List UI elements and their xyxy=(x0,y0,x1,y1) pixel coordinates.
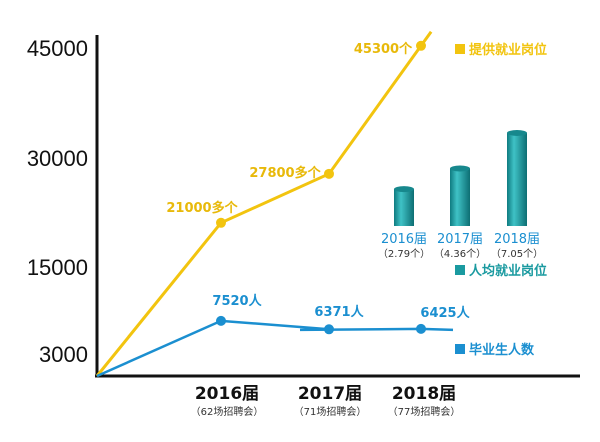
legend-label: 毕业生人数 xyxy=(469,342,535,358)
x-category-label: 2017届 xyxy=(298,384,362,404)
data-label: 27800多个 xyxy=(249,165,321,181)
y-tick-label: 45000 xyxy=(27,36,88,61)
series-line-graduates xyxy=(96,319,454,378)
y-tick-label: 3000 xyxy=(39,342,88,367)
jobs-point xyxy=(416,40,426,51)
data-label: 45300个 xyxy=(354,41,413,57)
y-tick-label: 30000 xyxy=(27,146,88,171)
graduates-point xyxy=(416,323,426,334)
graduates-point xyxy=(324,324,334,335)
data-label: 6425人 xyxy=(420,305,470,321)
jobs-point xyxy=(324,168,334,179)
bar-category-label: 2017届 xyxy=(437,232,483,247)
legend-swatch xyxy=(455,344,465,354)
bar xyxy=(450,168,470,226)
x-category-sub: （77场招聘会） xyxy=(388,405,461,418)
legend-swatch xyxy=(455,265,465,275)
bar xyxy=(507,132,527,226)
bar-value-label: （2.79个） xyxy=(378,248,430,260)
bar-top xyxy=(507,129,527,136)
jobs-point xyxy=(216,217,226,228)
bar-top xyxy=(450,165,470,172)
legend-label: 提供就业岗位 xyxy=(469,42,547,58)
data-label: 7520人 xyxy=(212,293,262,309)
x-category-label: 2018届 xyxy=(392,384,456,404)
bar-value-label: （4.36个） xyxy=(434,248,486,260)
bar-category-label: 2018届 xyxy=(494,232,540,247)
bar-category-label: 2016届 xyxy=(381,232,427,247)
graduates-point xyxy=(216,315,226,326)
x-category-sub: （62场招聘会） xyxy=(191,405,264,418)
x-category-label: 2016届 xyxy=(195,384,259,404)
bar-top xyxy=(394,186,414,193)
data-label: 6371人 xyxy=(314,304,364,320)
legend-label: 人均就业岗位 xyxy=(469,263,547,279)
bar-value-label: （7.05个） xyxy=(491,248,543,260)
data-label: 21000多个 xyxy=(166,200,238,216)
y-tick-label: 15000 xyxy=(27,255,88,280)
bar xyxy=(394,189,414,226)
legend-swatch xyxy=(455,44,465,54)
x-category-sub: （71场招聘会） xyxy=(294,405,367,418)
